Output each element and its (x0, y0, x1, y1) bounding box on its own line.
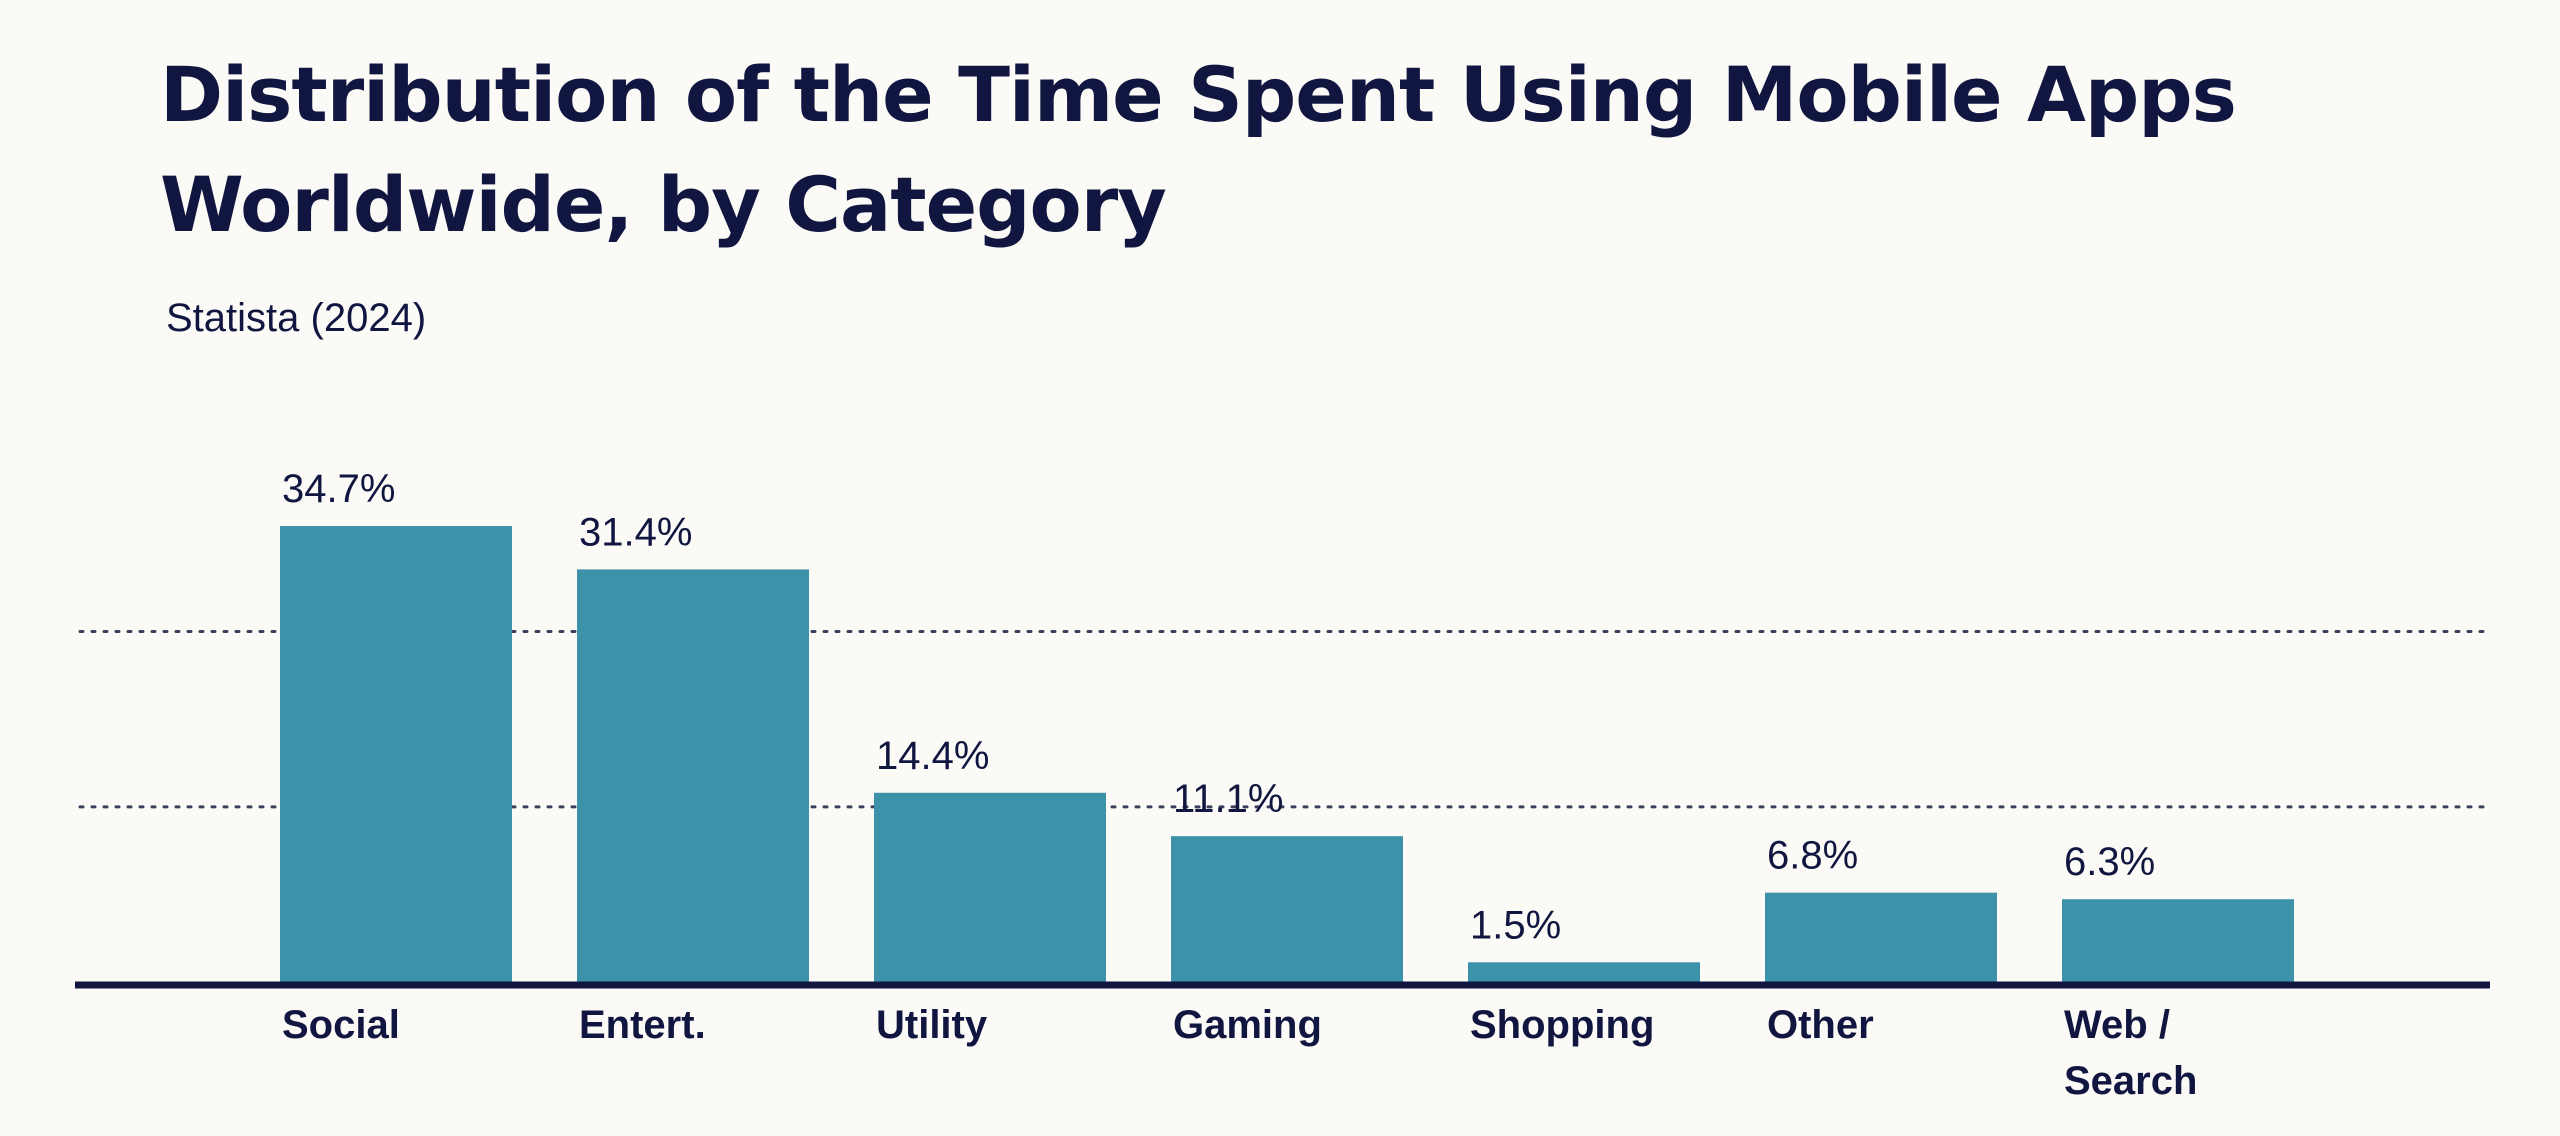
tick-label-entert: Entert. (579, 1003, 706, 1047)
chart-subtitle: Statista (2024) (166, 296, 427, 340)
tick-label-shopping: Shopping (1470, 1003, 1654, 1047)
bars (280, 526, 2294, 982)
data-labels: 34.7% 31.4% 14.4% 11.1% 1.5% 6.8% 6.3% (282, 467, 2155, 947)
data-label-other: 6.8% (1767, 834, 1858, 878)
bar-gaming (1171, 836, 1403, 982)
data-label-shopping: 1.5% (1470, 903, 1561, 947)
gridlines (78, 630, 2487, 809)
tick-label-gaming: Gaming (1173, 1003, 1322, 1047)
data-label-utility: 14.4% (876, 734, 989, 778)
bar-utility (874, 792, 1106, 982)
tick-label-utility: Utility (876, 1003, 988, 1047)
bar-web-search (2062, 899, 2294, 982)
data-label-social: 34.7% (282, 467, 395, 511)
bar-entert (577, 569, 809, 982)
chart-title: Distribution of the Time Spent Using Mob… (160, 50, 2237, 249)
tick-label-other: Other (1767, 1003, 1874, 1047)
tick-label-web-search: Web / Search (2064, 1003, 2197, 1103)
bar-shopping (1468, 962, 1700, 982)
data-label-web-search: 6.3% (2064, 840, 2155, 884)
x-axis-tick-labels: Social Entert. Utility Gaming Shopping Other W… (282, 1003, 2197, 1103)
data-label-entert: 31.4% (579, 510, 692, 554)
bar-other (1765, 892, 1997, 982)
data-label-gaming: 11.1% (1173, 777, 1283, 821)
tick-label-social: Social (282, 1003, 400, 1047)
bar-social (280, 526, 512, 982)
